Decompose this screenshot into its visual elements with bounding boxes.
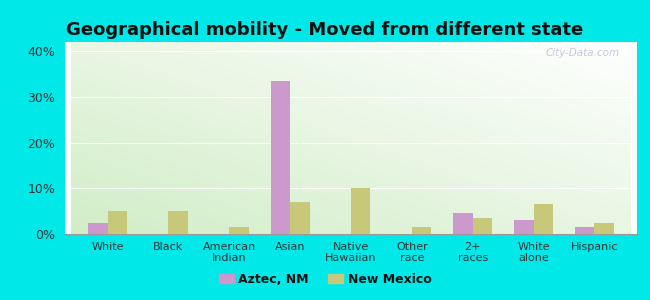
Bar [108,211,127,234]
Bar [514,220,534,234]
Bar [453,213,473,234]
Bar [290,202,309,234]
Bar [88,223,108,234]
Bar [594,223,614,234]
Bar [534,204,553,234]
Bar [412,227,432,234]
Bar [575,227,594,234]
Text: Geographical mobility - Moved from different state: Geographical mobility - Moved from diffe… [66,21,584,39]
Bar [168,211,188,234]
Bar [351,188,370,234]
Bar [229,227,249,234]
Bar [270,81,290,234]
Legend: Aztec, NM, New Mexico: Aztec, NM, New Mexico [213,268,437,291]
Bar [473,218,492,234]
Text: City-Data.com: City-Data.com [546,48,620,58]
